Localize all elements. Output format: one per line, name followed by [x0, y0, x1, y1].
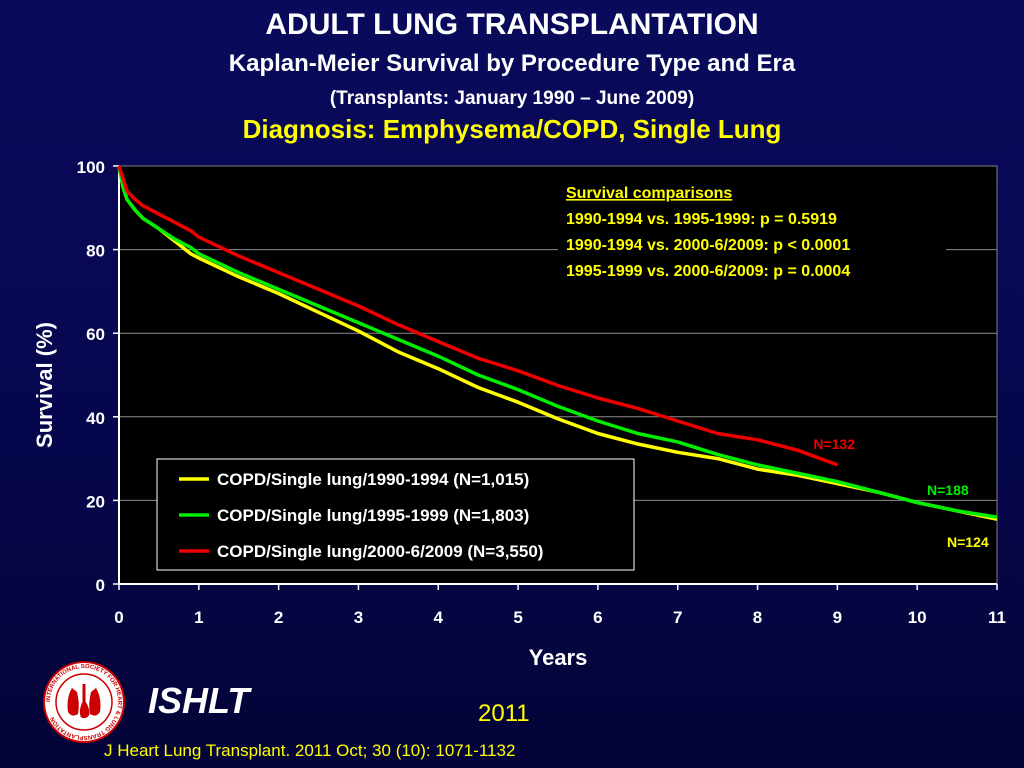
- series-end-label: N=124: [947, 534, 989, 550]
- legend-box: [156, 458, 635, 571]
- survival-chart: 0 20 40 60 80 100 0 1 2 3 4 5 6 7 8 9 10 11 Years Survival …: [32, 158, 1006, 670]
- y-tick-label: 0: [96, 576, 105, 595]
- x-tick-label: 2: [274, 608, 283, 627]
- legend-entry: COPD/Single lung/1995-1999 (N=1,803): [217, 506, 529, 525]
- x-axis-label: Years: [529, 645, 588, 670]
- x-tick-label: 7: [673, 608, 682, 627]
- series-line: [117, 165, 998, 519]
- y-tick-label: 40: [86, 409, 105, 428]
- x-tick-label: 11: [988, 608, 1006, 627]
- annotation-line: 1990-1994 vs. 1995-1999: p = 0.5919: [566, 211, 837, 228]
- annotation-heading: Survival comparisons: [566, 185, 732, 202]
- x-tick-label: 3: [354, 608, 363, 627]
- legend-entry: COPD/Single lung/1990-1994 (N=1,015): [217, 470, 529, 489]
- series-end-label: N=188: [927, 482, 969, 498]
- diagnosis-title: Diagnosis: Emphysema/COPD, Single Lung: [242, 114, 782, 144]
- page-title: ADULT LUNG TRANSPLANTATION: [265, 8, 759, 41]
- y-tick-label: 80: [86, 242, 105, 261]
- x-tick-label: 9: [833, 608, 842, 627]
- citation: J Heart Lung Transplant. 2011 Oct; 30 (1…: [104, 741, 516, 760]
- annotation-box: [558, 178, 946, 286]
- legend-entry: COPD/Single lung/2000-6/2009 (N=3,550): [217, 542, 543, 561]
- annotation-line: 1995-1999 vs. 2000-6/2009: p = 0.0004: [566, 263, 850, 280]
- y-tick-label: 20: [86, 492, 105, 511]
- page-subtitle: Kaplan-Meier Survival by Procedure Type …: [228, 50, 796, 77]
- x-tick-label: 8: [753, 608, 762, 627]
- series-line: [117, 165, 839, 467]
- x-tick-label: 1: [194, 608, 203, 627]
- brand-label: ISHLT: [148, 680, 250, 721]
- y-tick-label: 100: [77, 158, 105, 177]
- y-axis-label: Survival (%): [32, 322, 57, 448]
- series-end-label: N=132: [813, 436, 855, 452]
- date-range: (Transplants: January 1990 – June 2009): [329, 88, 695, 109]
- x-tick-label: 5: [513, 608, 522, 627]
- x-tick-label: 4: [434, 608, 444, 627]
- year-label: 2011: [478, 700, 530, 727]
- ishlt-logo: INTERNATIONAL SOCIETY FOR HEART & LUNG T…: [42, 660, 126, 749]
- x-tick-label: 0: [114, 608, 123, 627]
- y-tick-label: 60: [86, 325, 105, 344]
- x-tick-label: 6: [593, 608, 602, 627]
- x-tick-label: 10: [908, 608, 927, 627]
- annotation-line: 1990-1994 vs. 2000-6/2009: p < 0.0001: [566, 237, 850, 254]
